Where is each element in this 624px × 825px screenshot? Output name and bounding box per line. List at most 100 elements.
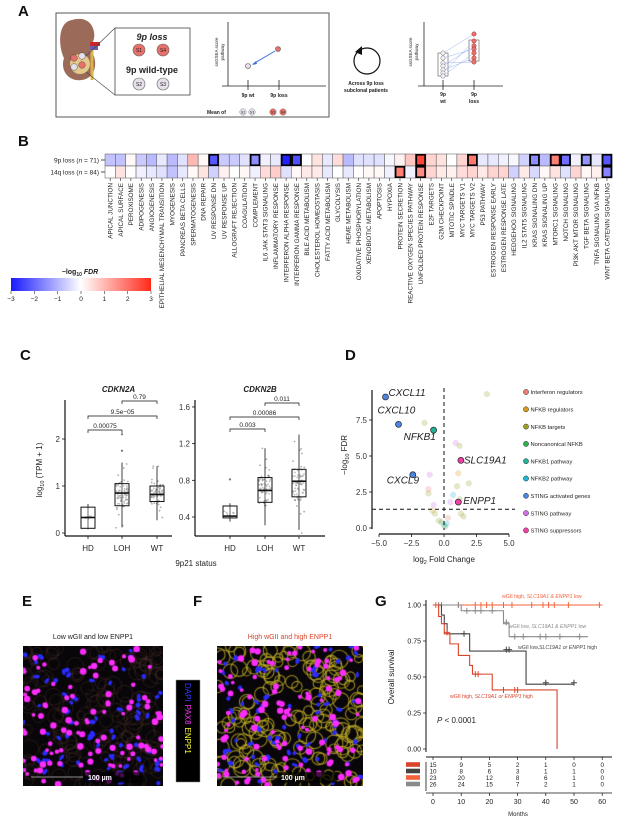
jitter-point bbox=[151, 502, 153, 505]
jitter-point bbox=[300, 475, 302, 478]
jitter-point bbox=[268, 480, 271, 483]
heatmap-cell bbox=[301, 153, 313, 167]
heatmap-column-label: MYC TARGETS V2 bbox=[470, 183, 477, 238]
heatmap-cell bbox=[508, 153, 520, 167]
gene-point bbox=[483, 390, 491, 398]
heatmap-column-label: E2F TARGETS bbox=[428, 183, 435, 225]
heatmap-cell bbox=[529, 165, 540, 179]
censor-mark bbox=[508, 602, 515, 608]
jitter-point bbox=[269, 487, 272, 490]
legend-marker bbox=[523, 527, 529, 534]
outlier-point bbox=[228, 478, 232, 481]
legend-marker bbox=[523, 475, 529, 482]
jitter-point bbox=[296, 498, 299, 501]
heatmap-cell bbox=[270, 153, 282, 167]
loss-title: 9p loss bbox=[136, 32, 167, 42]
a-ylabel-2: pathway bbox=[220, 43, 225, 61]
a-right-ylabel-1: ssGSEA score bbox=[408, 37, 413, 67]
risk-count: 20 bbox=[458, 775, 466, 782]
heatmap-cell bbox=[487, 165, 499, 179]
wt-point bbox=[440, 73, 446, 79]
sample-s2-circle bbox=[132, 77, 146, 91]
heatmap-cell bbox=[477, 165, 489, 179]
jitter-point bbox=[294, 487, 296, 490]
box bbox=[222, 505, 238, 519]
mean-of-label: Mean of bbox=[207, 110, 226, 116]
heatmap-column-label: P53 PATHWAY bbox=[480, 182, 487, 225]
jitter-point bbox=[261, 478, 264, 481]
heatmap-column-label: MITOTIC SPINDLE bbox=[449, 183, 456, 237]
wt-title: 9p wild-type bbox=[126, 65, 178, 75]
risk-count: 8 bbox=[516, 775, 520, 782]
stain-legend: DAPIPAX8ENPP1 bbox=[183, 683, 192, 754]
x-tick-label: 30 bbox=[514, 799, 522, 806]
censor-mark bbox=[489, 607, 496, 614]
censor-mark bbox=[537, 633, 544, 640]
colorbar-tick-label: 1 bbox=[103, 296, 107, 303]
gene-label: ENPP1 bbox=[463, 496, 496, 507]
heatmap-column-label: COMPLEMENT bbox=[252, 183, 259, 228]
legend-label: NFKB targets bbox=[531, 425, 566, 431]
jitter-point bbox=[116, 496, 119, 499]
gene-point bbox=[449, 491, 457, 499]
jitter-point bbox=[117, 474, 120, 477]
x-tick-label: 10 bbox=[457, 799, 465, 806]
jitter-point bbox=[298, 534, 301, 537]
schematic-frame bbox=[55, 12, 330, 118]
heatmap-cell bbox=[456, 165, 468, 179]
significance-box bbox=[208, 154, 219, 167]
heatmap-cell bbox=[435, 153, 447, 167]
heatmap-cell bbox=[166, 165, 178, 179]
risk-count: 0 bbox=[572, 762, 576, 769]
heatmap-column-label: XENOBIOTIC METABOLISM bbox=[366, 183, 373, 264]
panel-label-e: E bbox=[22, 593, 32, 610]
loss-point bbox=[471, 46, 477, 52]
heatmap-cell bbox=[446, 153, 458, 167]
gene-point bbox=[452, 439, 459, 447]
censor-mark bbox=[551, 602, 558, 608]
jitter-point bbox=[159, 506, 162, 509]
jitter-point bbox=[157, 499, 160, 502]
loss-point bbox=[471, 31, 477, 37]
heatmap-cell bbox=[404, 153, 416, 167]
jitter-point bbox=[152, 496, 155, 499]
jitter-point bbox=[232, 512, 235, 515]
y-tick-label: 5.0 bbox=[356, 452, 368, 461]
jitter-point bbox=[123, 479, 126, 482]
heatmap-cell bbox=[446, 165, 458, 179]
jitter-point bbox=[152, 487, 155, 490]
jitter-point bbox=[123, 487, 126, 490]
heatmap-cell bbox=[560, 165, 572, 179]
y-tick-label: 0.25 bbox=[407, 711, 421, 718]
gene-point bbox=[447, 498, 454, 506]
y-tick-label: 1.2 bbox=[179, 440, 191, 449]
heatmap-column-label: APICAL SURFACE bbox=[118, 183, 125, 237]
gene-label: SLC19A1 bbox=[464, 455, 507, 466]
risk-count: 0 bbox=[600, 769, 604, 776]
heatmap-cell bbox=[477, 153, 489, 167]
legend-label: STING activated genes bbox=[531, 494, 591, 500]
legend-label: STING pathway bbox=[531, 511, 572, 517]
outlier-point bbox=[120, 449, 124, 452]
risk-count: 1 bbox=[544, 762, 548, 769]
heatmap-column-label: ADIPOGENESIS bbox=[139, 183, 146, 231]
wt-point bbox=[440, 50, 446, 56]
jitter-point bbox=[153, 495, 156, 497]
jitter-point bbox=[300, 497, 302, 499]
loss-point bbox=[471, 55, 477, 61]
jitter-point bbox=[116, 502, 119, 505]
jitter-point bbox=[293, 471, 296, 474]
heatmap-column-label: HEDGEHOG SIGNALING bbox=[511, 183, 518, 256]
censor-mark bbox=[556, 633, 563, 640]
risk-count: 3 bbox=[516, 769, 520, 776]
censor-mark bbox=[500, 602, 507, 608]
heatmap-column-label: REACTIVE OXYGEN SPECIES PATHWAY bbox=[408, 182, 415, 303]
heatmap-column-label: BILE ACID METABOLISM bbox=[304, 183, 311, 256]
panel-e-title: Low wGII and low ENPP1 bbox=[53, 634, 133, 641]
jitter-point bbox=[126, 490, 129, 493]
p-value-label: 0.011 bbox=[274, 396, 290, 403]
jitter-point bbox=[292, 460, 294, 463]
jitter-point bbox=[296, 505, 298, 507]
panel-label-b: B bbox=[18, 133, 29, 150]
